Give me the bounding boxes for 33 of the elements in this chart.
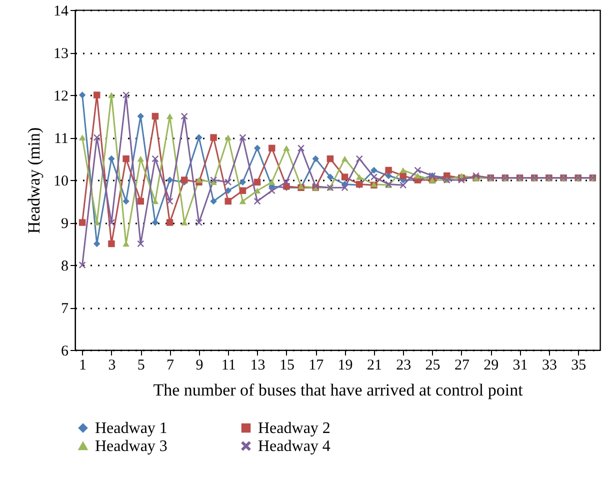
x-tick-label: 1 — [79, 358, 87, 374]
x-tick-label: 15 — [279, 358, 294, 374]
y-tick-label: 13 — [54, 46, 68, 62]
x-tick-label: 9 — [196, 358, 204, 374]
x-tick-label: 19 — [338, 358, 353, 374]
x-tick-label: 7 — [166, 358, 175, 374]
legend-label: Headway 3 — [95, 438, 168, 455]
y-tick-label: 7 — [61, 301, 69, 317]
legend-label: Headway 4 — [258, 438, 330, 455]
x-tick-label: 35 — [571, 358, 586, 374]
x-tick-label: 27 — [454, 358, 470, 374]
x-tick-label: 25 — [425, 358, 440, 374]
x-tick-label: 13 — [250, 358, 266, 374]
x-tick-label: 5 — [137, 358, 145, 374]
y-tick-label: 11 — [54, 131, 68, 147]
legend-label: Headway 2 — [258, 420, 330, 437]
y-tick-label: 8 — [61, 258, 68, 274]
x-axis-title: The number of buses that have arrived at control point — [153, 380, 524, 400]
y-tick-label: 6 — [61, 344, 69, 360]
y-tick-label: 12 — [54, 88, 68, 104]
x-tick-label: 3 — [108, 358, 116, 374]
x-tick-label: 31 — [512, 358, 528, 374]
y-axis-title: Headway (min) — [24, 127, 44, 234]
x-tick-label: 33 — [542, 358, 557, 374]
x-tick-label: 21 — [366, 358, 382, 374]
x-tick-label: 29 — [484, 358, 499, 374]
x-tick-label: 11 — [221, 358, 236, 374]
y-tick-label: 14 — [54, 4, 69, 20]
x-tick-label: 17 — [308, 358, 324, 374]
legend-label: Headway 1 — [95, 420, 168, 437]
y-tick-label: 9 — [61, 216, 68, 232]
x-tick-label: 23 — [396, 358, 412, 374]
y-tick-label: 10 — [54, 174, 68, 190]
